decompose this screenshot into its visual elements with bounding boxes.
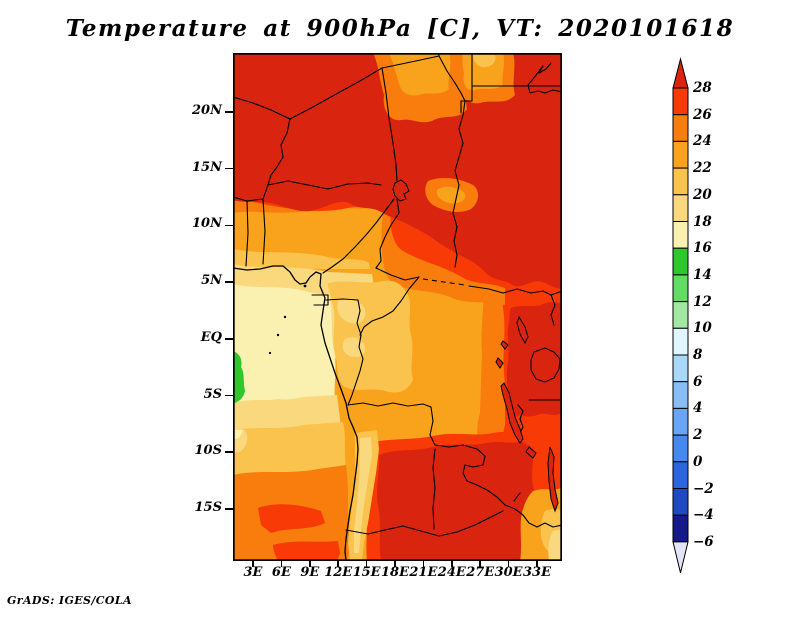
lat-tick xyxy=(225,224,233,227)
lon-tick xyxy=(422,561,425,567)
lon-tick-label: 33E xyxy=(523,565,551,580)
colorbar-segment xyxy=(672,167,689,196)
colorbar-arrow-top xyxy=(672,57,689,89)
lon-tick xyxy=(365,561,368,567)
lat-tick-label: EQ xyxy=(200,329,222,345)
map-frame xyxy=(233,53,562,561)
colorbar-tick-label: −4 xyxy=(693,507,714,524)
lat-tick xyxy=(225,394,233,397)
lon-tick xyxy=(337,561,339,567)
country-borders xyxy=(233,53,562,561)
lon-tick xyxy=(507,561,510,567)
lake-malawi xyxy=(547,446,559,513)
colorbar-tick-label: 4 xyxy=(693,400,703,417)
lon-tick-label: 27E xyxy=(466,565,495,580)
lakes xyxy=(268,179,561,513)
lon-tick xyxy=(536,561,538,567)
lake-edward xyxy=(500,340,509,350)
colorbar-tick-label: 18 xyxy=(693,213,712,230)
colorbar-tick-label: 14 xyxy=(693,266,712,283)
island-principe xyxy=(283,315,287,319)
lake-kivu xyxy=(495,357,504,369)
colorbar-tick-label: −2 xyxy=(693,480,714,497)
colorbar-tick-label: 6 xyxy=(693,373,703,390)
lat-tick xyxy=(225,338,233,340)
colorbar-segment xyxy=(672,247,689,276)
colorbar-segment xyxy=(672,87,689,116)
colorbar-segment xyxy=(672,221,689,249)
colorbar-tick-label: 2 xyxy=(693,427,703,444)
colorbar-segment xyxy=(672,274,689,303)
colorbar-tick-label: 20 xyxy=(693,186,712,203)
lon-tick xyxy=(479,561,481,567)
lat-tick-label: 20N xyxy=(192,103,222,118)
colorbar-segment xyxy=(672,407,689,436)
colorbar-tick-label: 24 xyxy=(693,133,712,150)
grads-credit: GrADS: IGES/COLA xyxy=(7,594,132,607)
lon-tick-label: 24E xyxy=(437,565,466,580)
lon-tick-label: 18E xyxy=(381,565,409,580)
colorbar-tick-label: 26 xyxy=(693,106,712,123)
lake-tanganyika xyxy=(500,382,524,444)
lat-tick xyxy=(225,167,233,170)
lake-victoria xyxy=(530,347,561,383)
lon-tick-label: 21E xyxy=(409,565,438,580)
colorbar-tick-label: 12 xyxy=(693,293,712,310)
colorbar-segment xyxy=(672,381,689,409)
lon-tick xyxy=(451,561,453,567)
lat-tick xyxy=(225,281,233,283)
colorbar-segment xyxy=(672,434,689,463)
nile-river xyxy=(527,62,562,94)
lon-tick-label: 3E xyxy=(243,565,263,580)
lake-albert xyxy=(516,315,529,345)
lat-tick xyxy=(225,451,233,453)
lat-tick-label: 5S xyxy=(203,386,222,402)
lat-tick-label: 15S xyxy=(194,499,222,515)
colorbar-segment xyxy=(672,514,689,543)
lat-tick xyxy=(225,111,233,113)
lon-tick-label: 12E xyxy=(324,565,353,580)
lon-tick xyxy=(309,561,311,567)
lon-tick-label: 15E xyxy=(352,565,381,580)
colorbar-tick-label: −6 xyxy=(693,533,714,550)
contour-fills xyxy=(233,53,562,561)
page-title: Temperature at 900hPa [C], VT: 202010161… xyxy=(65,15,735,42)
map-canvas xyxy=(233,53,562,561)
colorbar-segment xyxy=(672,114,689,142)
colorbar xyxy=(672,57,689,574)
lat-tick xyxy=(225,508,233,510)
lon-tick xyxy=(394,561,396,567)
lat-tick-label: 10N xyxy=(192,216,222,232)
lon-tick xyxy=(252,561,254,567)
lon-tick-label: 9E xyxy=(300,565,320,580)
colorbar-tick-label: 22 xyxy=(693,160,712,177)
lon-tick xyxy=(280,561,283,567)
lon-tick-label: 30E xyxy=(494,565,523,580)
lake-chad xyxy=(392,179,410,202)
colorbar-tick-label: 16 xyxy=(693,240,712,257)
lat-tick-label: 10S xyxy=(194,443,222,459)
colorbar-arrow-bottom xyxy=(672,541,689,574)
island-annobon xyxy=(268,351,272,355)
colorbar-segment xyxy=(672,327,689,356)
temperature-map xyxy=(233,53,562,561)
colorbar-segment xyxy=(672,461,689,489)
colorbar-segment xyxy=(672,140,689,169)
lake-rukwa xyxy=(525,446,537,459)
island-bioko xyxy=(303,284,307,288)
colorbar-tick-label: 8 xyxy=(693,347,703,363)
colorbar-tick-label: 0 xyxy=(693,453,703,470)
island-sao-tome xyxy=(276,333,280,337)
colorbar-tick-label: 28 xyxy=(693,80,712,96)
lat-tick-label: 5N xyxy=(201,273,222,289)
colorbar-tick-label: 10 xyxy=(693,320,712,337)
colorbar-segment xyxy=(672,194,689,223)
lon-tick-label: 6E xyxy=(271,565,291,580)
colorbar-segment xyxy=(672,354,689,383)
colorbar-segment xyxy=(672,301,689,329)
colorbar-segment xyxy=(672,488,689,516)
lat-tick-label: 15N xyxy=(192,159,222,175)
coastline xyxy=(233,265,359,561)
